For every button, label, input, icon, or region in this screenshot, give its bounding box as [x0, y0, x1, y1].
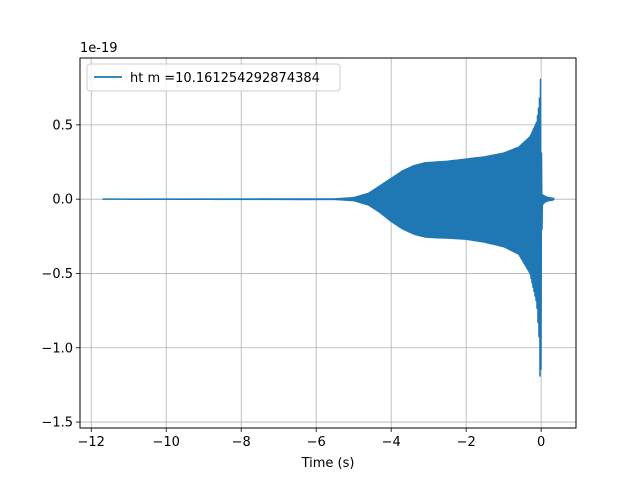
x-tick-label: −6: [307, 435, 326, 450]
y-tick-label: 0.5: [52, 118, 73, 133]
y-tick-label: 0.0: [52, 193, 73, 208]
axes-frame: [79, 57, 577, 429]
y-offset-text: 1e-19: [80, 41, 118, 56]
y-tick-label: −1.0: [41, 341, 73, 356]
x-tick-label: −8: [232, 435, 251, 450]
series-layer: [102, 78, 555, 377]
ticks: −12 −10 −8 −6 −4 −2 0 −1.5 −1.0 −0.5 0.0 0.5: [41, 118, 545, 450]
plot-area: [102, 78, 555, 377]
legend-label: ht m =10.161254292874384: [130, 71, 320, 86]
y-tick-label: −0.5: [41, 267, 73, 282]
x-axis-label: Time (s): [301, 456, 355, 471]
legend: ht m =10.161254292874384: [86, 63, 341, 92]
y-tick-label: −1.5: [41, 416, 73, 431]
legend-frame: [86, 63, 341, 92]
x-tick-label: −4: [382, 435, 401, 450]
x-tick-label: −2: [457, 435, 476, 450]
x-tick-label: −12: [78, 435, 105, 450]
series-line: [102, 78, 555, 377]
x-tick-label: 0: [537, 435, 545, 450]
x-tick-label: −10: [153, 435, 180, 450]
